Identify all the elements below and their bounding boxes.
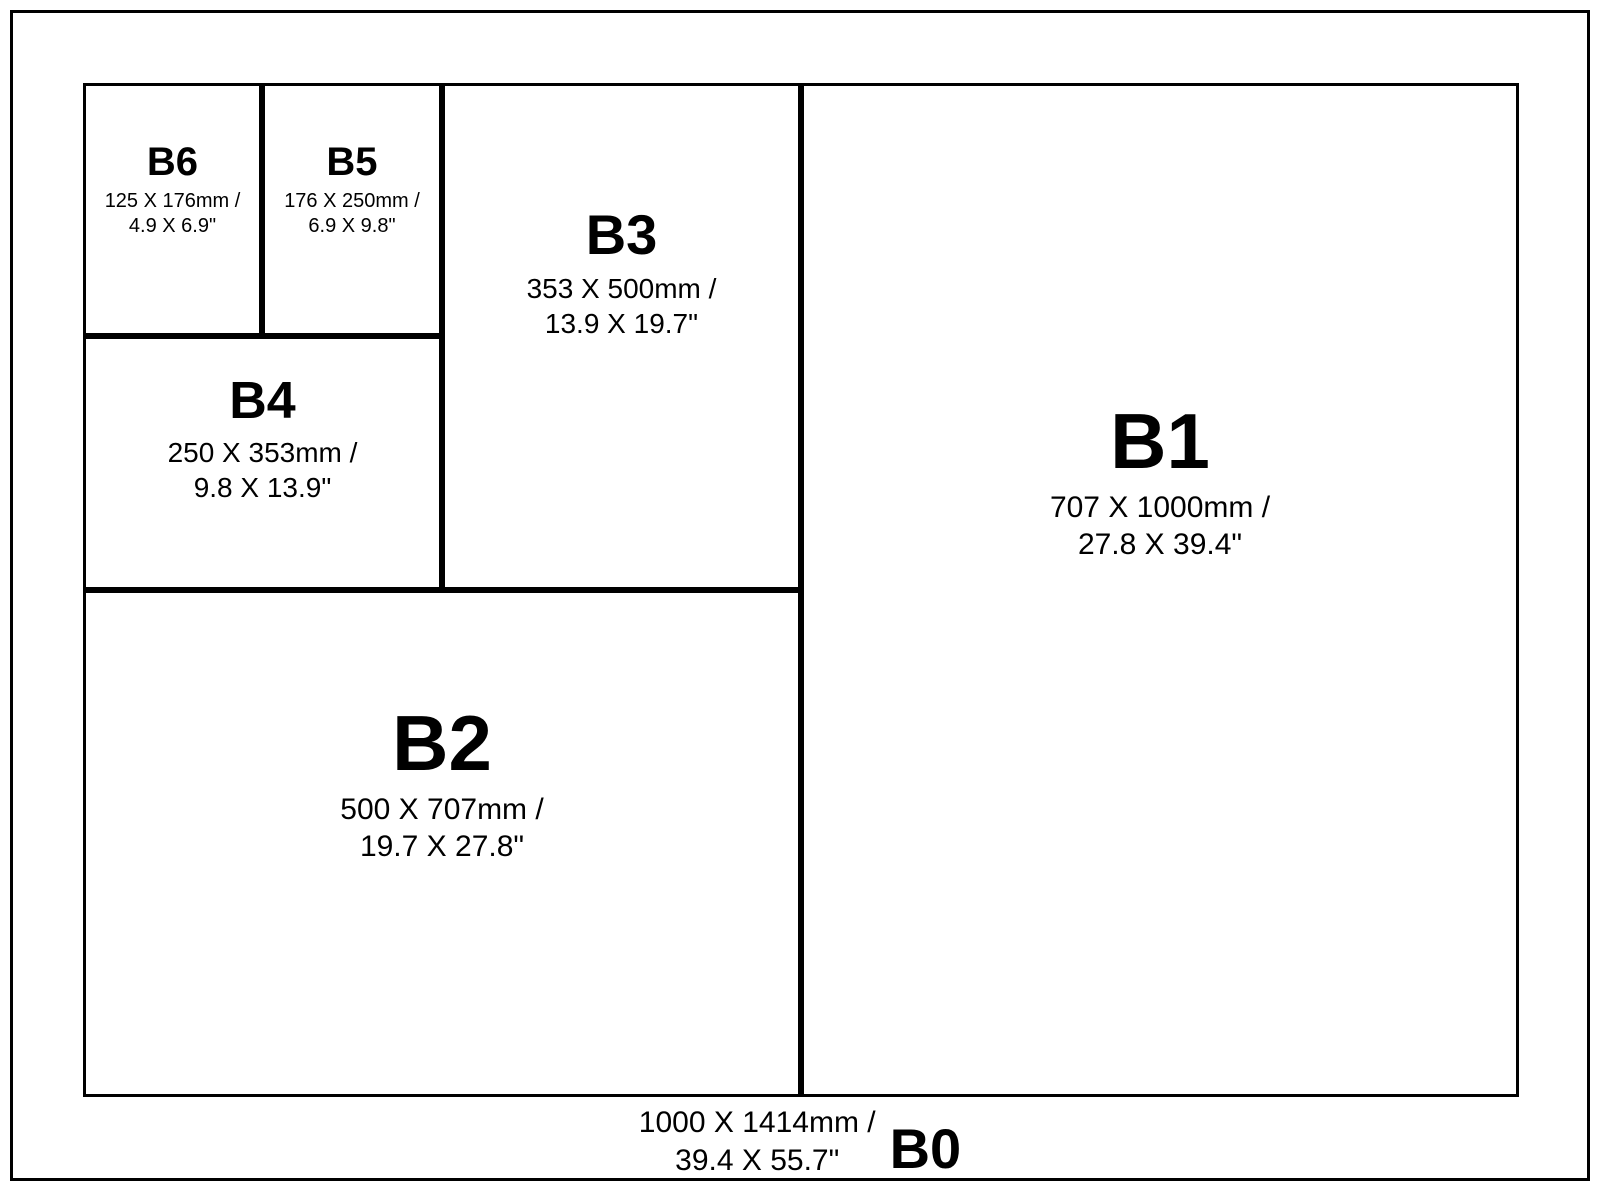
b0-dims-in: 39.4 X 55.7": [639, 1142, 876, 1180]
b5-box: B5 176 X 250mm / 6.9 X 9.8": [262, 83, 442, 336]
b5-dims-in: 6.9 X 9.8": [308, 214, 395, 239]
b5-title: B5: [326, 141, 377, 183]
b0-footer: 1000 X 1414mm / 39.4 X 55.7" B0: [0, 1104, 1600, 1179]
b1-dims-in: 27.8 X 39.4": [1078, 526, 1242, 564]
b2-dims-in: 19.7 X 27.8": [360, 828, 524, 866]
b3-box: B3 353 X 500mm / 13.9 X 19.7": [442, 83, 801, 590]
b3-dims-in: 13.9 X 19.7": [545, 306, 698, 341]
b3-dims-mm: 353 X 500mm /: [527, 271, 717, 306]
b6-title: B6: [147, 141, 198, 183]
b4-title: B4: [229, 374, 295, 429]
b1-title: B1: [1110, 401, 1210, 483]
b6-dims-in: 4.9 X 6.9": [129, 214, 216, 239]
b4-box: B4 250 X 353mm / 9.8 X 13.9": [83, 336, 442, 590]
b4-dims-mm: 250 X 353mm /: [168, 435, 358, 470]
b1-dims-mm: 707 X 1000mm /: [1050, 489, 1270, 527]
b0-dims-mm: 1000 X 1414mm /: [639, 1104, 876, 1142]
b2-box: B2 500 X 707mm / 19.7 X 27.8": [83, 590, 801, 1097]
b2-dims-mm: 500 X 707mm /: [340, 791, 543, 829]
b6-dims-mm: 125 X 176mm /: [105, 189, 241, 214]
b1-box: B1 707 X 1000mm / 27.8 X 39.4": [801, 83, 1519, 1097]
b2-title: B2: [392, 703, 492, 785]
b4-dims-in: 9.8 X 13.9": [194, 470, 332, 505]
b3-title: B3: [586, 206, 658, 265]
b6-box: B6 125 X 176mm / 4.9 X 6.9": [83, 83, 262, 336]
b0-title: B0: [890, 1120, 962, 1179]
b5-dims-mm: 176 X 250mm /: [284, 189, 420, 214]
